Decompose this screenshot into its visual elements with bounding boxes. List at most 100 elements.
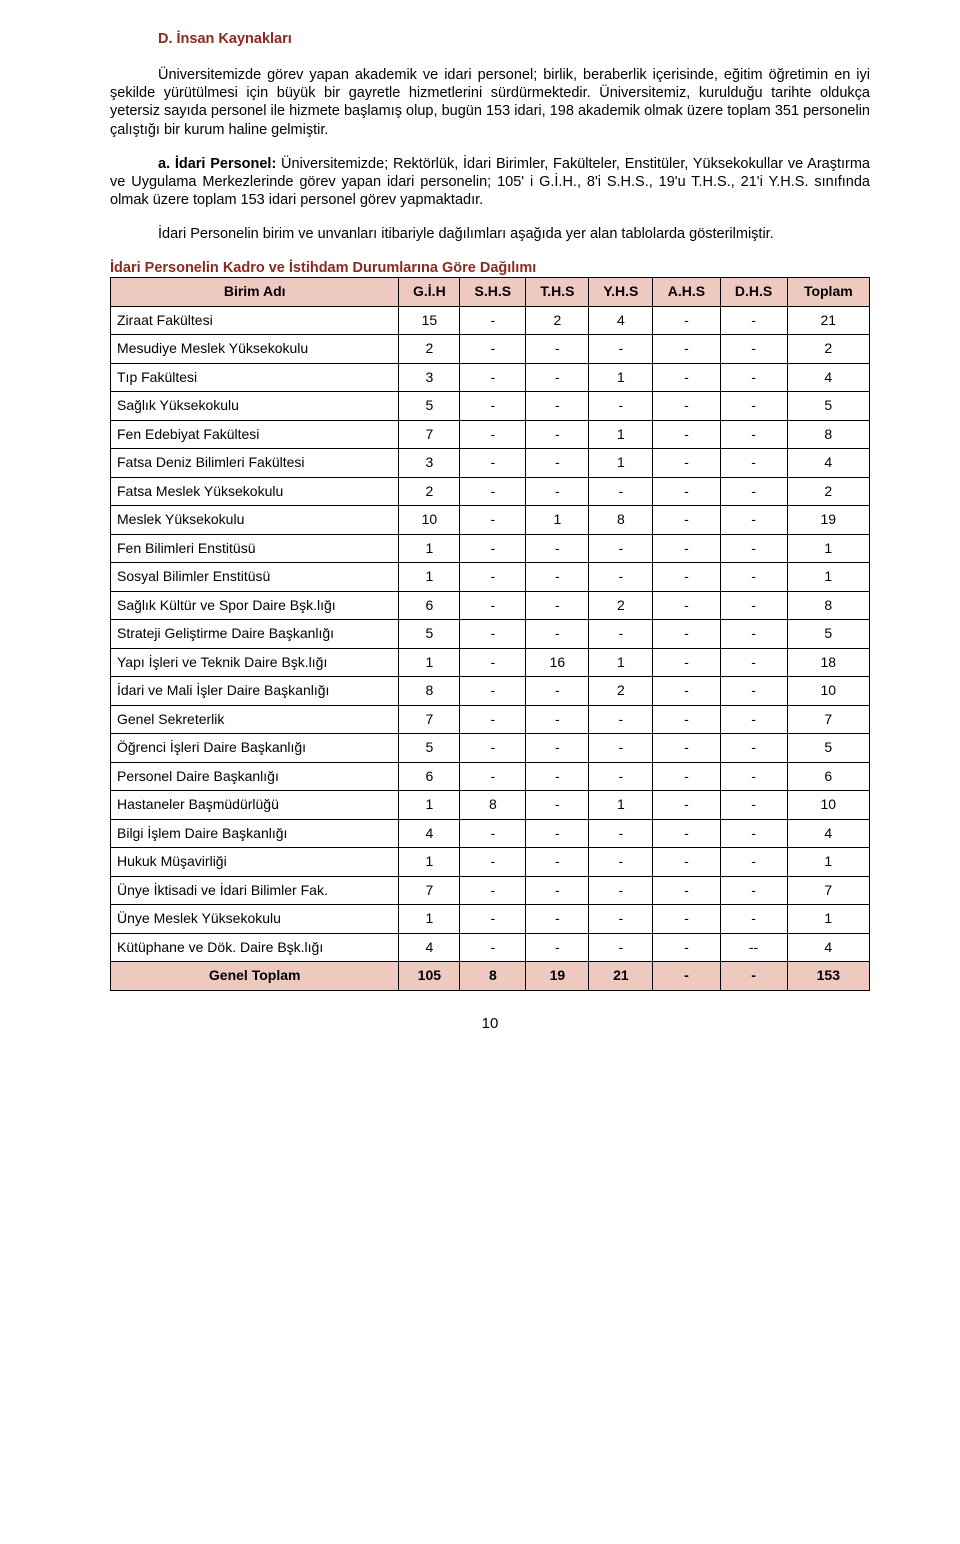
- cell-value: 7: [399, 705, 460, 734]
- cell-value: -: [720, 819, 787, 848]
- cell-value: -: [720, 392, 787, 421]
- cell-value: -: [460, 591, 526, 620]
- cell-value: -: [653, 620, 720, 649]
- cell-value: -: [720, 420, 787, 449]
- cell-value: 4: [399, 819, 460, 848]
- cell-value: 1: [526, 506, 589, 535]
- table-row: Mesudiye Meslek Yüksekokulu2-----2: [111, 335, 870, 364]
- cell-value: -: [460, 677, 526, 706]
- cell-value: -: [653, 648, 720, 677]
- cell-value: -: [720, 563, 787, 592]
- cell-name: Personel Daire Başkanlığı: [111, 762, 399, 791]
- cell-value: -: [720, 734, 787, 763]
- cell-value: -: [589, 705, 653, 734]
- cell-value: -: [460, 648, 526, 677]
- total-value: -: [720, 962, 787, 991]
- cell-value: 1: [399, 905, 460, 934]
- cell-value: 7: [787, 876, 869, 905]
- cell-value: -: [589, 734, 653, 763]
- cell-value: 5: [787, 392, 869, 421]
- table-row: İdari ve Mali İşler Daire Başkanlığı8--2…: [111, 677, 870, 706]
- cell-value: 4: [787, 933, 869, 962]
- cell-name: Sağlık Yüksekokulu: [111, 392, 399, 421]
- cell-name: Tıp Fakültesi: [111, 363, 399, 392]
- cell-value: -: [589, 534, 653, 563]
- cell-value: -: [720, 876, 787, 905]
- cell-value: -: [460, 933, 526, 962]
- cell-value: -: [460, 306, 526, 335]
- table-row: Tıp Fakültesi3--1--4: [111, 363, 870, 392]
- table-row: Ünye Meslek Yüksekokulu1-----1: [111, 905, 870, 934]
- cell-value: 1: [589, 648, 653, 677]
- cell-value: -: [720, 677, 787, 706]
- cell-value: 1: [787, 563, 869, 592]
- cell-value: -: [526, 449, 589, 478]
- cell-value: 10: [787, 677, 869, 706]
- cell-value: -: [589, 335, 653, 364]
- cell-value: 7: [399, 420, 460, 449]
- section-heading: D. İnsan Kaynakları: [110, 30, 870, 48]
- cell-value: -: [460, 876, 526, 905]
- col-ths: T.H.S: [526, 278, 589, 307]
- cell-value: 1: [399, 848, 460, 877]
- cell-value: -: [460, 420, 526, 449]
- cell-value: 2: [787, 335, 869, 364]
- cell-value: 5: [399, 620, 460, 649]
- table-row: Fatsa Deniz Bilimleri Fakültesi3--1--4: [111, 449, 870, 478]
- cell-value: -: [589, 876, 653, 905]
- cell-value: -: [460, 363, 526, 392]
- cell-value: -: [653, 762, 720, 791]
- cell-value: 2: [589, 677, 653, 706]
- col-yhs: Y.H.S: [589, 278, 653, 307]
- cell-value: -: [653, 905, 720, 934]
- cell-value: -: [653, 677, 720, 706]
- total-value: 8: [460, 962, 526, 991]
- cell-value: -: [526, 591, 589, 620]
- cell-value: 4: [787, 363, 869, 392]
- cell-value: -: [460, 620, 526, 649]
- cell-value: 21: [787, 306, 869, 335]
- cell-value: -: [460, 534, 526, 563]
- cell-value: -: [653, 791, 720, 820]
- paragraph-3: İdari Personelin birim ve unvanları itib…: [110, 225, 870, 243]
- cell-value: -: [720, 848, 787, 877]
- cell-value: 2: [526, 306, 589, 335]
- cell-name: Fen Bilimleri Enstitüsü: [111, 534, 399, 563]
- cell-value: -: [589, 905, 653, 934]
- total-value: 153: [787, 962, 869, 991]
- cell-value: -: [653, 392, 720, 421]
- cell-value: 8: [787, 420, 869, 449]
- total-value: -: [653, 962, 720, 991]
- table-row: Hastaneler Başmüdürlüğü18-1--10: [111, 791, 870, 820]
- cell-value: -: [526, 819, 589, 848]
- cell-value: -: [720, 506, 787, 535]
- cell-value: -: [653, 933, 720, 962]
- cell-name: Mesudiye Meslek Yüksekokulu: [111, 335, 399, 364]
- table-row: Kütüphane ve Dök. Daire Bşk.lığı4------4: [111, 933, 870, 962]
- table-row: Öğrenci İşleri Daire Başkanlığı5-----5: [111, 734, 870, 763]
- table-title: İdari Personelin Kadro ve İstihdam Durum…: [110, 259, 870, 277]
- cell-name: Kütüphane ve Dök. Daire Bşk.lığı: [111, 933, 399, 962]
- cell-value: -: [720, 306, 787, 335]
- cell-value: 15: [399, 306, 460, 335]
- cell-value: -: [526, 705, 589, 734]
- cell-value: 8: [787, 591, 869, 620]
- cell-value: 10: [787, 791, 869, 820]
- cell-value: -: [460, 563, 526, 592]
- cell-value: -: [526, 876, 589, 905]
- cell-value: -: [460, 734, 526, 763]
- cell-value: 1: [787, 905, 869, 934]
- cell-value: -: [720, 363, 787, 392]
- cell-name: İdari ve Mali İşler Daire Başkanlığı: [111, 677, 399, 706]
- cell-name: Bilgi İşlem Daire Başkanlığı: [111, 819, 399, 848]
- cell-value: 4: [589, 306, 653, 335]
- cell-value: 1: [399, 648, 460, 677]
- cell-value: 2: [589, 591, 653, 620]
- cell-value: -: [460, 905, 526, 934]
- table-row: Bilgi İşlem Daire Başkanlığı4-----4: [111, 819, 870, 848]
- cell-value: -: [526, 420, 589, 449]
- table-row: Genel Sekreterlik7-----7: [111, 705, 870, 734]
- cell-value: 10: [399, 506, 460, 535]
- cell-value: 5: [399, 734, 460, 763]
- cell-value: 19: [787, 506, 869, 535]
